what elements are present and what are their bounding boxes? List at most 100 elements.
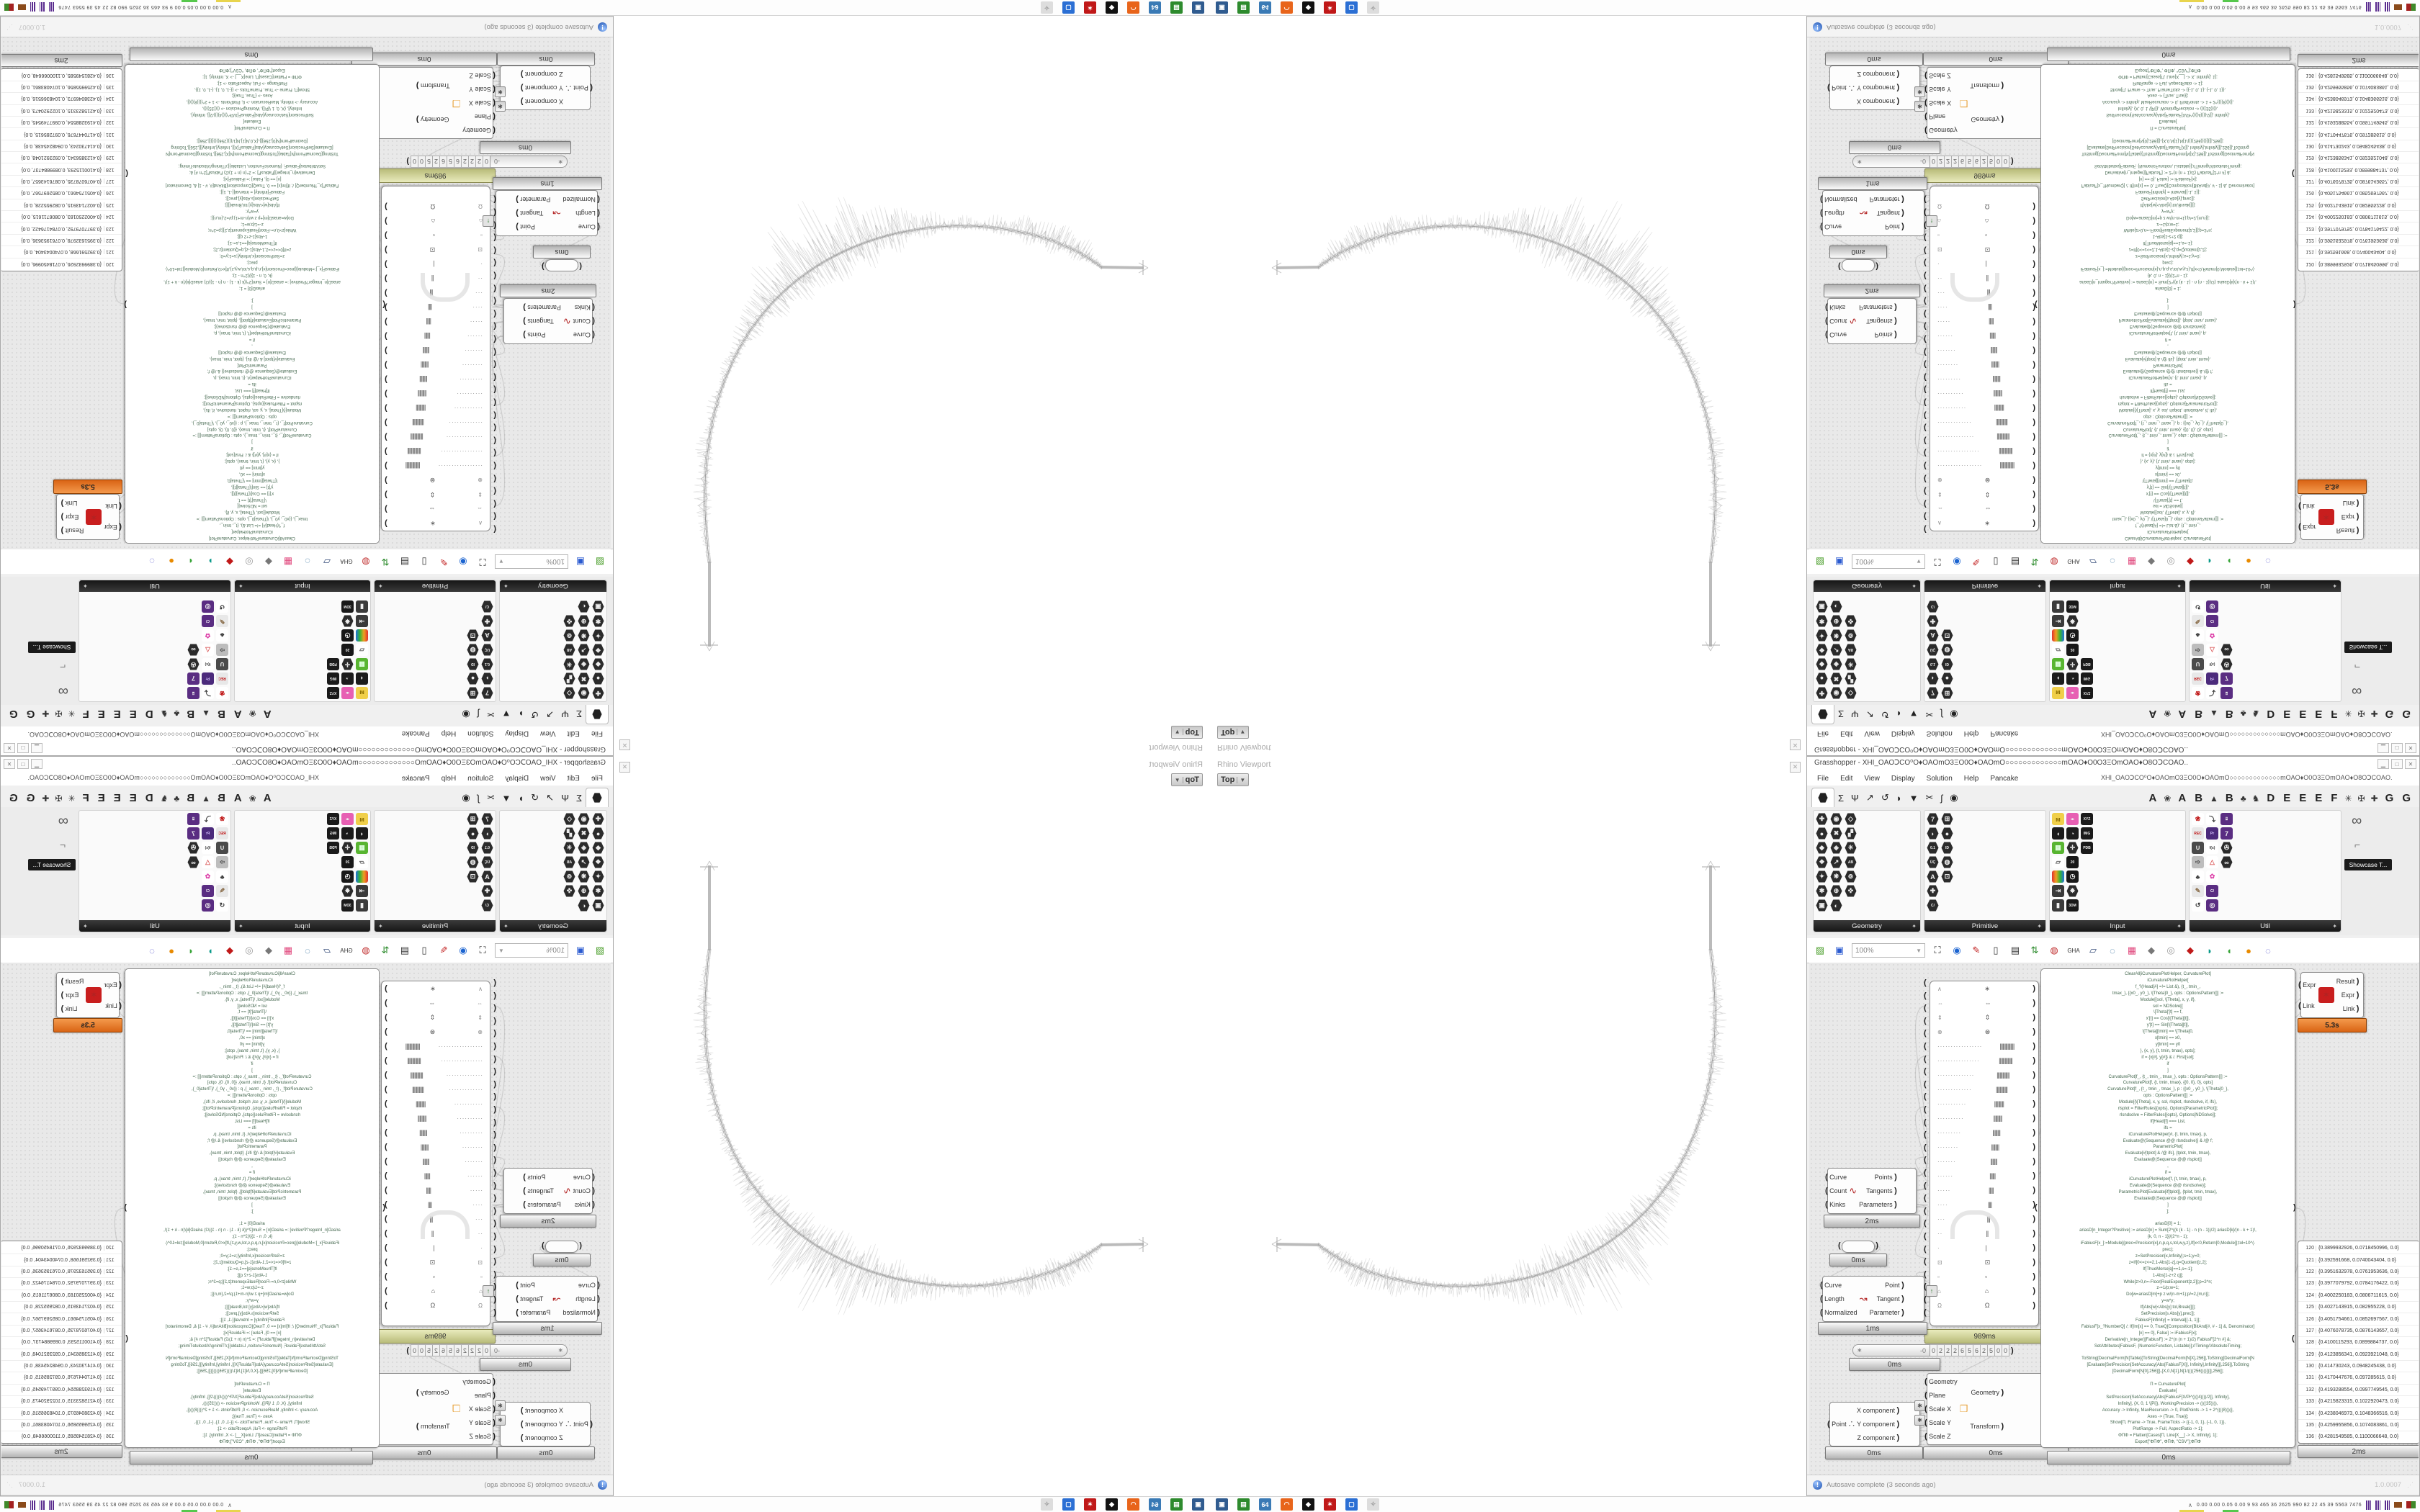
taskbar-app-icon[interactable]: ✧ [1041, 1498, 1053, 1511]
digit-cell[interactable]: 5 [1966, 1344, 1973, 1356]
input-jack[interactable]: ( [1924, 309, 1927, 318]
input-jack[interactable]: ( [1924, 271, 1927, 280]
plugin-tab[interactable]: E [113, 792, 121, 804]
output-jack[interactable]: ) [2033, 332, 2035, 341]
component-icon[interactable]: ● [467, 672, 479, 685]
node-input[interactable]: ( Scale Z [1924, 1431, 1951, 1441]
node-output[interactable]: Parameters ) [1859, 302, 1897, 312]
component-icon[interactable]: ▮ [2052, 600, 2064, 613]
component-icon[interactable]: ⤵ [202, 813, 214, 825]
menu-item-edit[interactable]: Edit [1840, 774, 1853, 783]
toolbar-button[interactable]: ◆ [265, 945, 272, 955]
plugin-tab[interactable]: E [2315, 792, 2323, 804]
output-jack[interactable]: ) [2033, 1099, 2035, 1108]
node-input[interactable]: ( Count [573, 1186, 595, 1195]
tab-icon[interactable]: Σ [575, 708, 582, 719]
toolbar-button[interactable]: ◌ [2110, 945, 2115, 956]
plugin-tab[interactable]: B [217, 708, 225, 720]
category-bar-geometry[interactable]: Geometry ✦ [1814, 920, 1920, 932]
plugin-tab[interactable]: E [129, 708, 137, 720]
chevron-down-icon[interactable]: ▼ [498, 558, 504, 565]
node-input[interactable]: ( Expr [104, 980, 122, 989]
output-jack[interactable]: ) [385, 476, 387, 485]
input-jack[interactable]: ( [493, 385, 496, 395]
node-output[interactable]: Geometry ) [416, 1387, 449, 1397]
showcase-hook-icon[interactable]: ⌐ [59, 662, 66, 673]
plugin-tab[interactable]: ♞ [2251, 793, 2260, 804]
component-icon[interactable]: ⊚ [563, 629, 575, 642]
output-jack[interactable]: ) [385, 1171, 387, 1180]
input-jack[interactable]: ( [493, 1181, 496, 1190]
digit-scroller-node[interactable]: ∗ -0 0 2 2 2 6 5 6 2 5 0 0) [406, 156, 568, 168]
component-icon[interactable]: ✇ [187, 658, 200, 670]
node-output[interactable]: Points ) [1874, 1172, 1897, 1182]
grasshopper-canvas[interactable]: ∧ ∗) ⇔ ⇔) ⇕ ⇕) ⊗ ⊗) ················· |||||||||||… [1809, 963, 2419, 1475]
input-jack[interactable]: ( [1924, 1117, 1927, 1127]
component-icon[interactable]: XYZ [327, 813, 339, 825]
disk-meter-icon[interactable] [18, 4, 26, 10]
input-jack[interactable]: ( [1924, 1016, 1927, 1025]
component-icon[interactable]: ◔ [341, 672, 354, 685]
rhino-viewport[interactable]: Rhino Viewport Top ▼ ✕ [613, 16, 1210, 756]
plugin-tab[interactable]: G [26, 708, 35, 720]
component-icon[interactable]: ✎ [2192, 885, 2204, 897]
component-icon[interactable]: ↗ [578, 644, 590, 656]
component-icon[interactable]: ◆ [1816, 658, 1828, 670]
divide-curve-node[interactable]: ( Curve( Count( Kinks ∿ Points ) Tangents )… [503, 298, 595, 344]
input-jack[interactable]: ( [493, 462, 496, 470]
input-jack[interactable]: ( [493, 271, 496, 280]
output-jack[interactable]: ) [385, 318, 387, 326]
input-jack[interactable]: ( [1924, 246, 1927, 255]
toolbar-button[interactable]: ▨ [595, 945, 605, 955]
component-icon[interactable]: ❖ [592, 856, 604, 868]
component-icon[interactable]: ᴍ [2052, 687, 2064, 699]
plugin-tab[interactable]: E [97, 792, 105, 804]
plugin-tab[interactable]: E [2315, 708, 2323, 720]
toolbar-button[interactable]: ⇅ [381, 557, 390, 567]
output-jack[interactable]: ) [385, 984, 387, 993]
component-icon[interactable]: 20 [2066, 644, 2079, 656]
component-icon[interactable]: ✖ [578, 672, 590, 685]
taskbar-app-icon[interactable]: ◆ [1302, 1, 1314, 14]
taskbar-app-icon[interactable]: ✶ [1084, 1, 1096, 14]
component-icon[interactable]: ▦ [356, 842, 368, 854]
component-icon[interactable]: C/ [2206, 615, 2218, 627]
component-icon[interactable]: ▦ [2052, 842, 2064, 854]
component-icon[interactable]: A [1927, 629, 1939, 642]
deconstruct-point-node[interactable]: ( Point ∴ X component ) Y component ) Z comp… [1827, 1402, 1920, 1446]
net-meter-icon[interactable] [4, 4, 14, 11]
showcase-hook-icon[interactable]: ⌐ [59, 839, 66, 850]
plugin-tab[interactable]: ✚ [2370, 708, 2378, 719]
input-jack[interactable]: ( [125, 1334, 128, 1343]
minimize-button[interactable]: ▁ [31, 759, 42, 769]
component-icon[interactable]: ❀ [2192, 687, 2204, 699]
toolbar-button[interactable]: ◉ [1953, 557, 1961, 567]
component-icon[interactable]: ▞ [1845, 672, 1857, 685]
component-icon[interactable]: A [481, 870, 493, 883]
title-bar[interactable]: Grasshopper - XHI_OAOↃCO⁰O♦OAOmO3ΞO0O♦OA… [1807, 740, 2419, 755]
grasshopper-canvas[interactable]: ∧ ∗) ⇔ ⇔) ⇕ ⇕) ⊗ ⊗) ················· |||||||||||… [1, 37, 611, 549]
plugin-tab[interactable]: E [113, 708, 121, 720]
node-output[interactable]: Result ) [2336, 976, 2360, 986]
input-jack[interactable]: ( [1924, 322, 1927, 331]
category-bar-geometry[interactable]: Geometry ✦ [500, 920, 606, 932]
component-icon[interactable]: REC [216, 827, 228, 840]
input-jack[interactable]: ( [2292, 169, 2295, 178]
node-output[interactable]: Point ) [516, 222, 535, 232]
output-jack[interactable]: ) [385, 1042, 387, 1050]
taskbar-app-icon[interactable]: ✧ [1367, 1, 1379, 14]
input-jack[interactable]: ( [493, 449, 496, 458]
output-jack[interactable]: ) [2033, 1085, 2035, 1094]
toolbar-button[interactable]: ◖ [188, 945, 194, 956]
component-icon[interactable]: ✳ [1845, 842, 1857, 854]
node-input[interactable]: ( Expr [2298, 523, 2316, 532]
input-jack[interactable]: ( [493, 1067, 496, 1076]
perf-meter-icon[interactable] [30, 2, 35, 12]
input-jack[interactable]: ( [493, 208, 496, 217]
output-jack[interactable]: ) [2033, 217, 2035, 225]
toolbar-button[interactable]: ⇅ [381, 945, 390, 955]
taskbar-app-icon[interactable]: ◠ [1281, 1498, 1293, 1511]
expression-modifier-icon[interactable]: ✱ [1914, 86, 1925, 97]
symbol-list-panel[interactable]: ∧ ∗) ⇔ ⇔) ⇕ ⇕) ⊗ ⊗) ················· |||||||||||… [381, 186, 490, 531]
digit-cell[interactable]: 2 [432, 156, 439, 168]
